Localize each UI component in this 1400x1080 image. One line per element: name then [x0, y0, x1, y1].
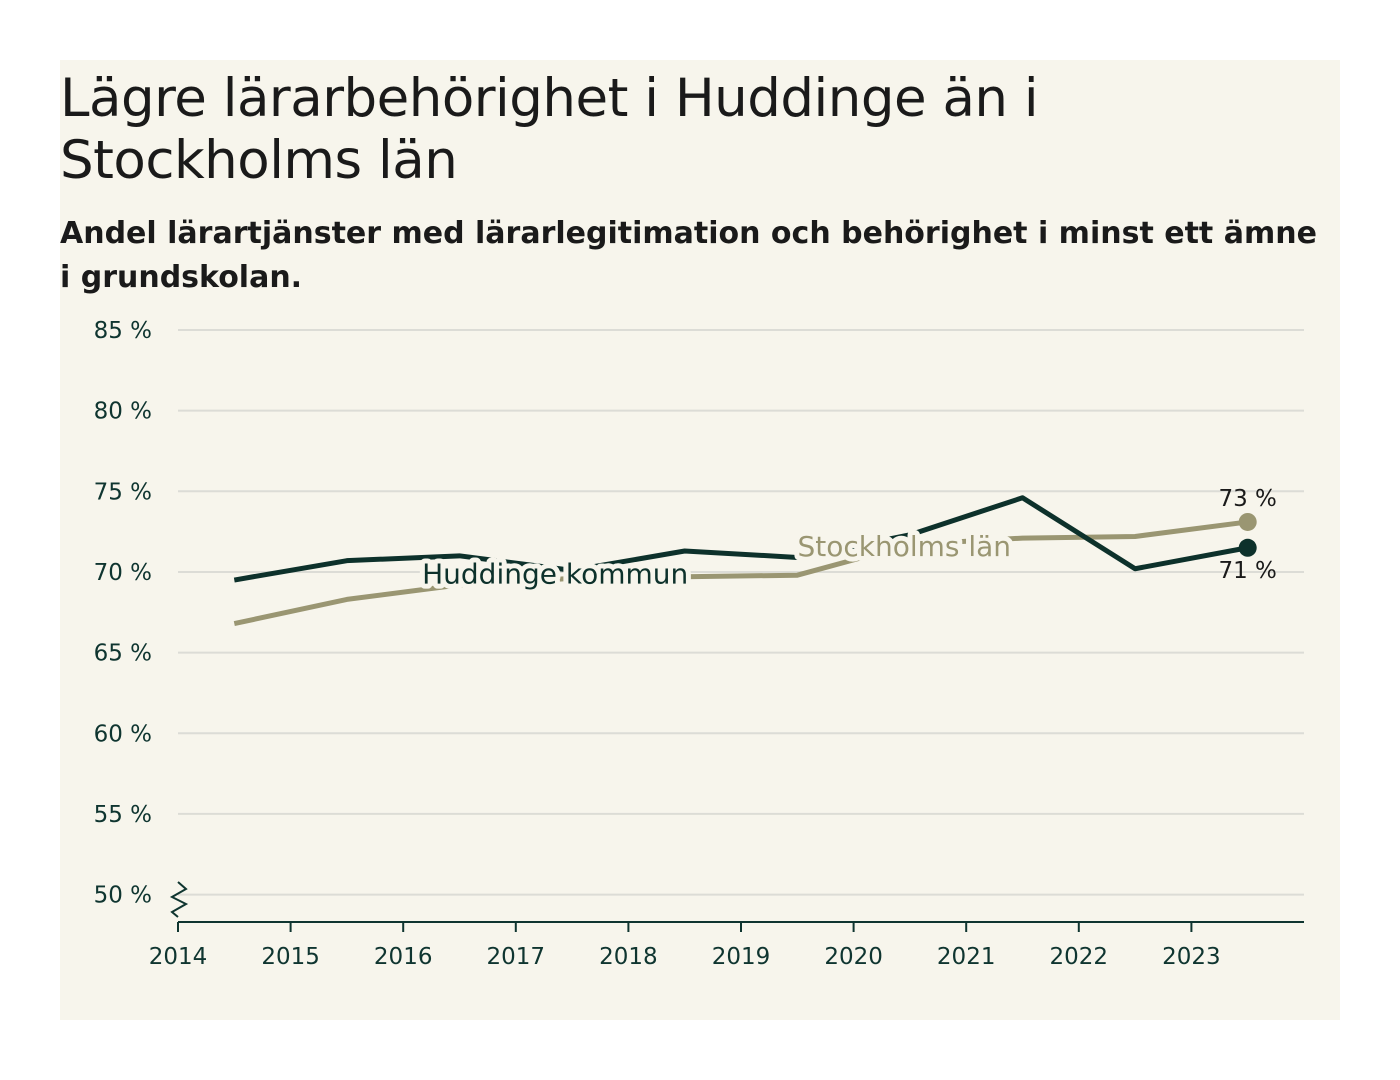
x-tick-label: 2015: [261, 944, 320, 970]
y-axis-ticks: 50 % 55 % 60 % 65 % 70 % 75 % 80 % 85 %: [94, 318, 152, 909]
y-tick-label: 65 %: [94, 641, 152, 667]
series-label-stockholm: Stockholms län: [797, 530, 1011, 563]
end-value-label-huddinge: 71 %: [1218, 558, 1276, 584]
y-tick-label: 80 %: [94, 399, 152, 425]
y-tick-label: 50 %: [94, 883, 152, 909]
axis-break-icon: [172, 882, 186, 917]
end-point-stockholm: [1239, 513, 1257, 531]
x-tick-label: 2021: [937, 944, 996, 970]
series-lines: [234, 498, 1256, 624]
chart-card: Lägre lärarbehörighet i Huddinge än i St…: [60, 60, 1340, 1020]
gridlines: [178, 330, 1304, 895]
line-chart: 50 % 55 % 60 % 65 % 70 % 75 % 80 % 85 % 2014 201…: [60, 60, 1340, 1020]
x-tick-label: 2016: [374, 944, 433, 970]
x-tick-label: 2019: [712, 944, 771, 970]
series-labels: Huddinge kommun Stockholms län 73 % 71 %: [422, 486, 1277, 590]
series-label-huddinge: Huddinge kommun: [422, 557, 688, 590]
y-tick-label: 55 %: [94, 802, 152, 828]
y-tick-label: 85 %: [94, 318, 152, 344]
x-tick-label: 2023: [1162, 944, 1221, 970]
end-value-label-stockholm: 73 %: [1218, 486, 1276, 512]
x-tick-label: 2017: [487, 944, 546, 970]
y-tick-label: 75 %: [94, 479, 152, 505]
x-tick-label: 2020: [824, 944, 883, 970]
x-tick-label: 2018: [599, 944, 658, 970]
x-tick-label: 2014: [149, 944, 208, 970]
end-point-huddinge: [1239, 539, 1257, 557]
y-tick-label: 60 %: [94, 721, 152, 747]
y-tick-label: 70 %: [94, 560, 152, 586]
x-tick-label: 2022: [1050, 944, 1109, 970]
